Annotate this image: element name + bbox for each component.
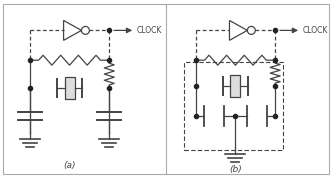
Bar [64, 77, 74, 99]
Text: (a): (a) [63, 161, 76, 170]
Text: CLOCK: CLOCK [137, 26, 162, 35]
Bar [184, 62, 283, 150]
Text: (b): (b) [229, 165, 242, 174]
Bar [230, 75, 240, 97]
Text: CLOCK: CLOCK [303, 26, 328, 35]
